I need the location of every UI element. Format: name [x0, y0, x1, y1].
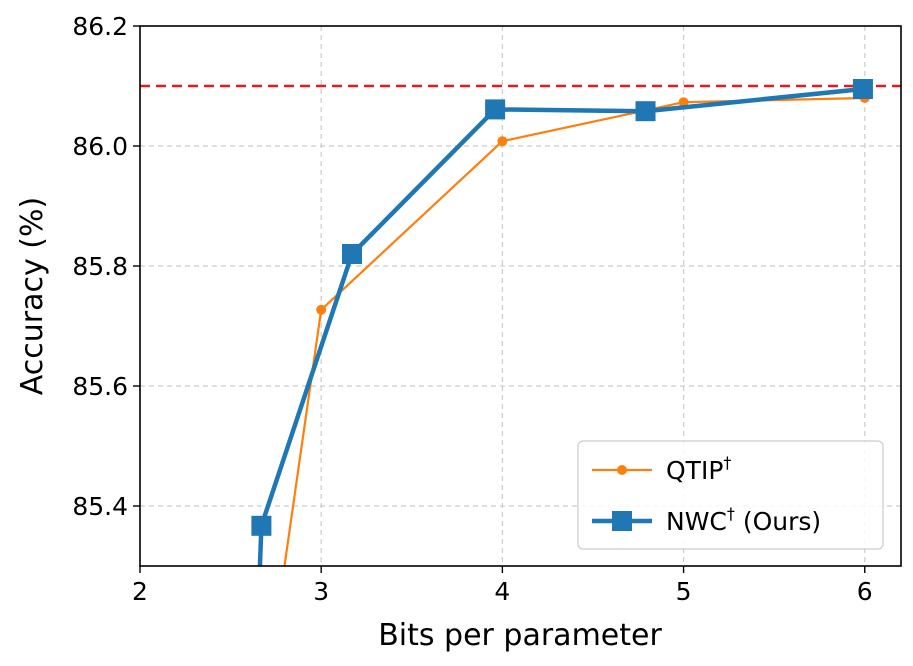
x-tick-label: 6: [857, 577, 873, 606]
x-tick-label: 3: [313, 577, 329, 606]
x-axis-label: Bits per parameter: [378, 618, 662, 653]
plot-frame: [139, 25, 902, 567]
series-nwc: [248, 79, 873, 636]
y-tick-label: 86.2: [72, 12, 128, 41]
y-tick-label: 86.0: [72, 132, 128, 161]
series-qtip: [271, 93, 870, 631]
ticks: 2 3 4 5 6 85.4 85.6 85.8 86.0 86.2: [72, 12, 872, 606]
y-tick-label: 85.6: [72, 372, 128, 401]
data-point: [271, 621, 281, 631]
x-tick-label: 4: [494, 577, 510, 606]
legend-marker: [617, 465, 627, 475]
x-tick-label: 2: [132, 577, 148, 606]
data-point: [852, 79, 873, 99]
series-line: [257, 86, 864, 566]
legend: QTIP† NWC† (Ours): [577, 440, 884, 550]
data-point: [678, 97, 689, 108]
data-point: [635, 101, 656, 122]
data-point: [251, 515, 272, 536]
data-point: [341, 244, 362, 264]
data-point: [316, 304, 327, 315]
y-tick-label: 85.4: [72, 492, 128, 521]
x-tick-label: 5: [676, 577, 692, 606]
series-layer: [248, 79, 873, 636]
legend-label: QTIP†: [666, 453, 731, 485]
y-tick-label: 85.8: [72, 252, 128, 281]
data-point: [485, 99, 506, 120]
y-axis-label: Accuracy (%): [15, 197, 50, 395]
legend-marker: [612, 511, 632, 531]
legend-box: [577, 440, 884, 550]
data-point: [497, 136, 508, 147]
legend-label: NWC† (Ours): [666, 504, 821, 536]
data-point: [248, 616, 268, 636]
